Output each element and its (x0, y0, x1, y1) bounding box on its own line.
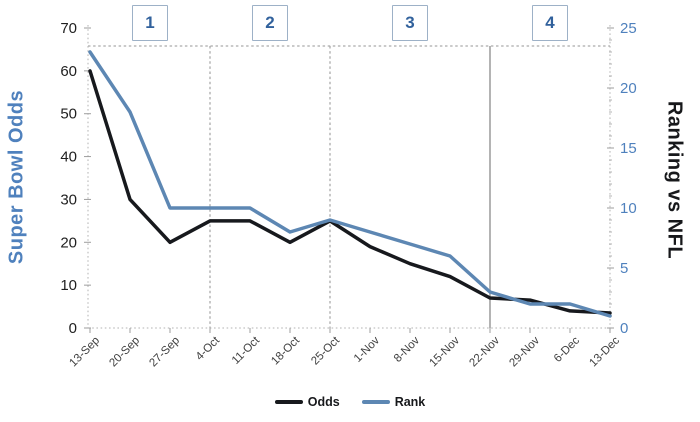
right-axis-tick-label: 15 (620, 140, 637, 157)
legend-label-odds: Odds (307, 395, 340, 409)
x-axis-tick-label: 25-Oct (309, 334, 342, 367)
x-axis-tick-label: 27-Sep (147, 335, 182, 370)
x-axis-tick-label: 29-Nov (507, 334, 542, 369)
right-axis-tick-label: 10 (620, 200, 637, 217)
x-axis-tick-label: 15-Nov (427, 334, 462, 369)
legend-label-rank: Rank (394, 395, 426, 409)
x-axis-tick-label: 8-Nov (392, 334, 422, 364)
left-axis-tick-label: 60 (60, 63, 77, 80)
x-axis-tick-label: 18-Oct (269, 334, 302, 367)
odds-series-line (88, 69, 612, 315)
phase-box-3: 3 (392, 5, 428, 41)
left-axis-tick-label: 10 (60, 277, 77, 294)
phase-box-1: 1 (132, 5, 168, 41)
x-axis-tick-label: 22-Nov (467, 334, 502, 369)
x-axis-tick-label: 13-Dec (587, 334, 622, 369)
legend-item-rank: Rank (361, 395, 426, 409)
left-axis-tick-label: 70 (60, 20, 77, 37)
legend-item-odds: Odds (274, 395, 340, 409)
left-axis-tick-label: 40 (60, 149, 77, 166)
chart-legend: Odds Rank (0, 392, 700, 412)
rank-line-swatch (361, 400, 390, 404)
right-axis-tick-label: 0 (620, 320, 628, 337)
left-axis-tick-label: 0 (69, 320, 77, 337)
x-axis-tick-label: 4-Oct (194, 334, 223, 363)
left-axis-tick-label: 20 (60, 234, 77, 251)
x-axis-tick-label: 13-Sep (67, 335, 102, 370)
x-axis-tick-label: 11-Oct (230, 334, 263, 367)
x-axis-tick-label: 1-Nov (352, 334, 382, 364)
x-axis-tick-label: 6-Dec (552, 334, 582, 364)
phase-box-4: 4 (532, 5, 568, 41)
odds-line-swatch (274, 400, 303, 404)
left-axis-tick-label: 30 (60, 191, 77, 208)
phase-box-2: 2 (252, 5, 288, 41)
right-axis-tick-label: 25 (620, 20, 637, 37)
right-axis-tick-label: 5 (620, 260, 628, 277)
x-axis-tick-label: 20-Sep (107, 335, 142, 370)
left-axis-tick-label: 50 (60, 106, 77, 123)
rank-series-line (88, 50, 612, 318)
right-axis-tick-label: 20 (620, 80, 637, 97)
